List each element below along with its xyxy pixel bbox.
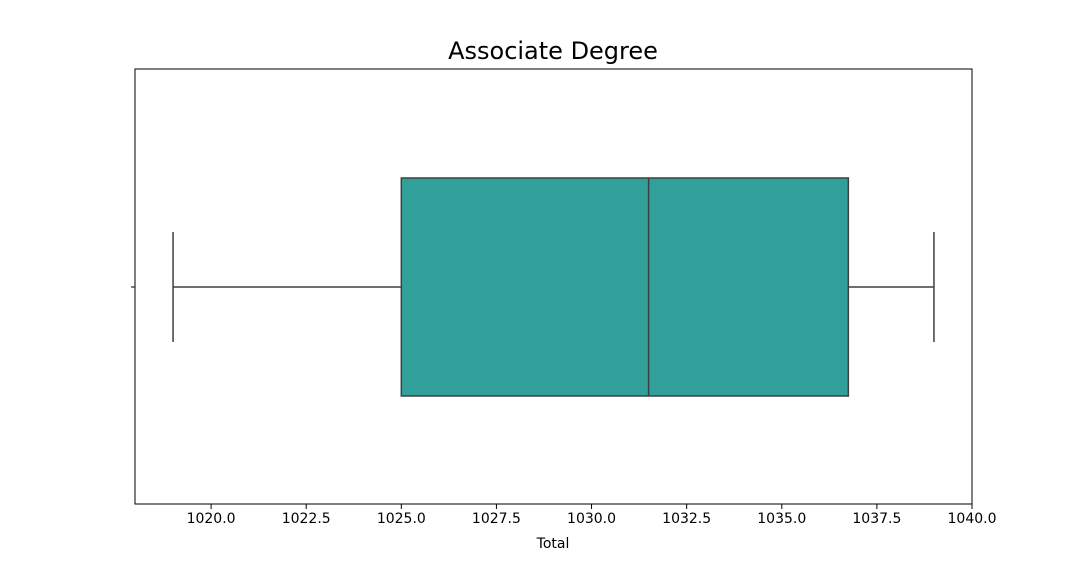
x-axis: 1020.0 1022.5 1025.0 1027.5 1030.0 1032.5 1035… [187,504,997,527]
x-tick-label: 1020.0 [187,511,236,527]
interquartile-box [400,177,850,397]
chart-title: Associate Degree [448,37,658,65]
x-tick-label: 1027.5 [472,511,521,527]
x-tick-label: 1022.5 [282,511,331,527]
x-tick-label: 1025.0 [377,511,426,527]
x-tick-label: 1040.0 [948,511,997,527]
x-tick-label: 1035.0 [757,511,806,527]
x-axis-label: Total [536,536,570,552]
x-tick-label: 1030.0 [567,511,616,527]
x-tick-label: 1037.5 [852,511,901,527]
x-tick-label: 1032.5 [662,511,711,527]
box-plot [172,177,935,397]
